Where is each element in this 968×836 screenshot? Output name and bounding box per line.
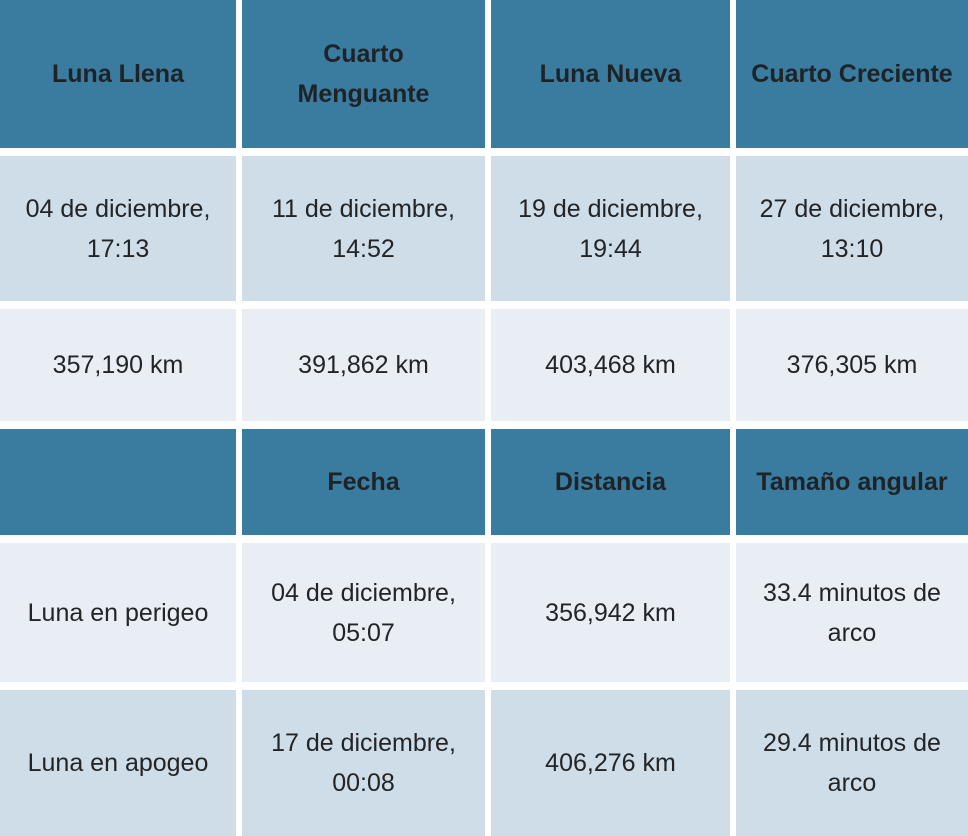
perigee-angular-size-cell: 33.4 minutos de arco: [736, 543, 968, 682]
header-cell-luna-nueva: Luna Nueva: [491, 0, 730, 148]
header-cell-distancia: Distancia: [491, 429, 730, 535]
first-quarter-date-cell: 27 de diciembre, 13:10: [736, 156, 968, 301]
header-cell-tamano-angular: Tamaño angular: [736, 429, 968, 535]
new-moon-distance-cell: 403,468 km: [491, 309, 730, 421]
perigee-distance-cell: 356,942 km: [491, 543, 730, 682]
full-moon-date-cell: 04 de diciembre, 17:13: [0, 156, 236, 301]
header-cell-cuarto-creciente: Cuarto Creciente: [736, 0, 968, 148]
apogee-label-cell: Luna en apogeo: [0, 690, 236, 836]
perigee-date-cell: 04 de diciembre, 05:07: [242, 543, 485, 682]
header-cell-cuarto-menguante: Cuarto Menguante: [242, 0, 485, 148]
header-cell-fecha: Fecha: [242, 429, 485, 535]
apogee-distance-cell: 406,276 km: [491, 690, 730, 836]
apogee-date-cell: 17 de diciembre, 00:08: [242, 690, 485, 836]
last-quarter-distance-cell: 391,862 km: [242, 309, 485, 421]
full-moon-distance-cell: 357,190 km: [0, 309, 236, 421]
new-moon-date-cell: 19 de diciembre, 19:44: [491, 156, 730, 301]
perigee-label-cell: Luna en perigeo: [0, 543, 236, 682]
first-quarter-distance-cell: 376,305 km: [736, 309, 968, 421]
header-cell-luna-llena: Luna Llena: [0, 0, 236, 148]
last-quarter-date-cell: 11 de diciembre, 14:52: [242, 156, 485, 301]
apogee-angular-size-cell: 29.4 minutos de arco: [736, 690, 968, 836]
empty-corner-cell: [0, 429, 236, 535]
